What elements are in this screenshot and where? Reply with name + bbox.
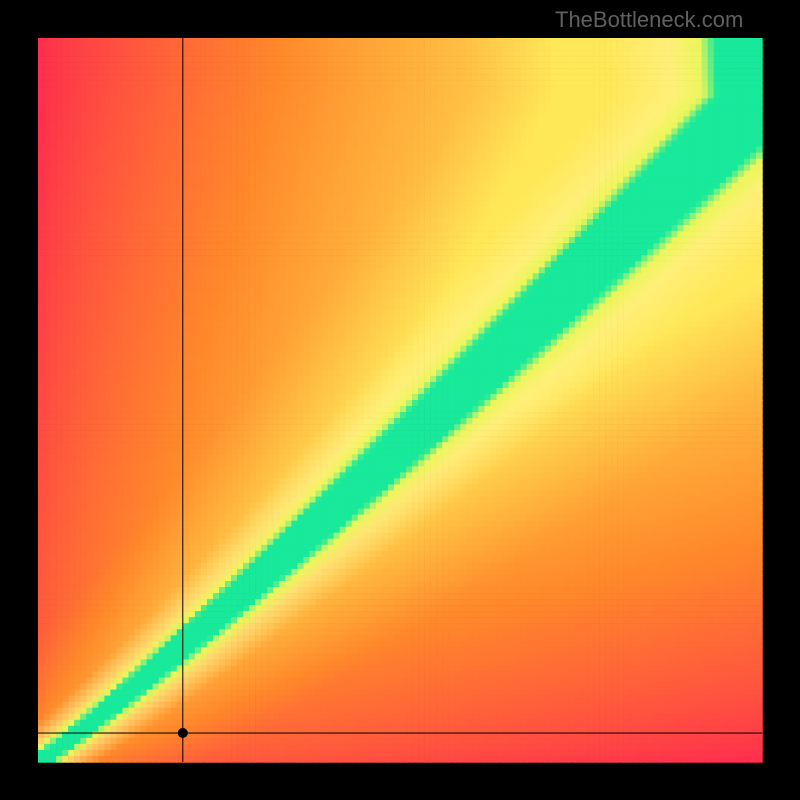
watermark-text: TheBottleneck.com xyxy=(555,7,743,33)
bottleneck-heatmap xyxy=(0,0,800,800)
